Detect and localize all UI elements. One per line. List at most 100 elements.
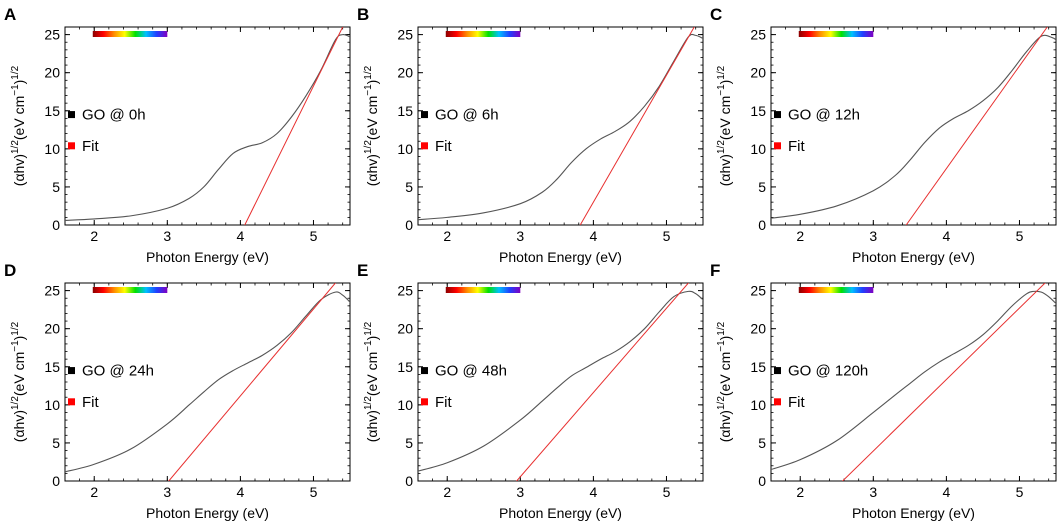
- y-axis-label-part: (αhv): [364, 154, 380, 186]
- y-axis-label-superscript: 1/2: [716, 321, 727, 335]
- plot-frame: [64, 282, 351, 482]
- plot-frame: [770, 282, 1057, 482]
- y-axis-label-part: ): [364, 80, 380, 85]
- spectrum-bar: [798, 31, 874, 37]
- x-tick-label: 2: [796, 484, 804, 500]
- x-tick-label: 3: [869, 228, 877, 244]
- y-tick-label: 25: [44, 27, 60, 43]
- data-series-line: [418, 33, 703, 221]
- x-tick-label: 5: [310, 228, 318, 244]
- legend-data-marker: [774, 111, 781, 119]
- y-tick-label: 20: [397, 65, 413, 81]
- y-axis-label-superscript: −1: [716, 84, 727, 96]
- plot-frame: [64, 26, 351, 226]
- x-tick-label: 5: [1016, 228, 1024, 244]
- panel-letter: E: [357, 261, 368, 280]
- spectrum-bar: [445, 287, 521, 293]
- x-tick-label: 2: [443, 228, 451, 244]
- spectrum-bar: [445, 31, 521, 37]
- legend-data-marker: [68, 111, 75, 119]
- fit-line: [168, 283, 336, 481]
- y-axis-label-superscript: 1/2: [363, 65, 374, 79]
- y-tick-label: 25: [750, 283, 766, 299]
- panel-letter: B: [357, 5, 369, 24]
- y-axis-label-part: (αhv): [717, 410, 733, 442]
- y-tick-label: 15: [397, 359, 413, 375]
- y-tick-label: 5: [52, 435, 60, 451]
- y-axis-label-superscript: 1/2: [10, 140, 21, 154]
- y-axis-label-superscript: 1/2: [10, 321, 21, 335]
- legend-data-label: GO @ 48h: [435, 363, 507, 380]
- x-tick-label: 4: [236, 228, 244, 244]
- x-axis-label: Photon Energy (eV): [852, 505, 975, 521]
- legend-data-label: GO @ 12h: [788, 107, 860, 124]
- legend-fit-marker: [774, 398, 781, 406]
- x-tick-label: 3: [869, 484, 877, 500]
- y-axis-label-superscript: −1: [716, 340, 727, 352]
- legend-data-marker: [421, 111, 428, 119]
- x-tick-label: 4: [942, 228, 950, 244]
- y-axis-label-part: (αhv): [11, 154, 27, 186]
- series-group: [418, 27, 703, 225]
- data-series-line: [65, 291, 350, 473]
- y-tick-label: 25: [750, 27, 766, 43]
- x-tick-label: 5: [663, 484, 671, 500]
- spectrum-bar: [92, 287, 168, 293]
- legend-fit-label: Fit: [82, 394, 99, 411]
- y-tick-label: 15: [44, 103, 60, 119]
- y-axis-label-superscript: −1: [363, 340, 374, 352]
- y-axis-label-superscript: 1/2: [716, 396, 727, 410]
- panel-letter: D: [4, 261, 16, 280]
- y-tick-label: 25: [397, 283, 413, 299]
- legend-fit-marker: [68, 398, 75, 406]
- plot-frame: [770, 26, 1057, 226]
- y-axis-label-part: (eV cm: [717, 352, 733, 396]
- series-group: [771, 27, 1056, 225]
- x-tick-label: 3: [516, 228, 524, 244]
- plot-frame: [417, 26, 704, 226]
- y-axis-label: (αhv)1/2(eV cm−1)1/2: [10, 65, 27, 186]
- data-series-line: [771, 34, 1056, 219]
- x-tick-label: 4: [589, 228, 597, 244]
- series-group: [418, 283, 703, 481]
- x-tick-label: 2: [796, 228, 804, 244]
- spectrum-bar: [92, 31, 168, 37]
- panel-letter: A: [4, 5, 16, 24]
- y-axis-label-superscript: −1: [10, 84, 21, 96]
- y-tick-label: 5: [405, 435, 413, 451]
- y-axis-label-superscript: 1/2: [363, 321, 374, 335]
- legend-fit-marker: [774, 142, 781, 150]
- y-axis-label-superscript: 1/2: [363, 396, 374, 410]
- y-axis-label-superscript: −1: [10, 340, 21, 352]
- y-tick-label: 0: [52, 217, 60, 233]
- x-axis-label: Photon Energy (eV): [499, 249, 622, 265]
- y-tick-label: 10: [397, 397, 413, 413]
- y-axis-label-superscript: 1/2: [716, 65, 727, 79]
- y-tick-label: 15: [750, 103, 766, 119]
- x-tick-label: 2: [443, 484, 451, 500]
- y-axis-label-part: ): [364, 336, 380, 341]
- plot-frame: [417, 282, 704, 482]
- spectrum-bar: [798, 287, 874, 293]
- legend-fit-marker: [421, 142, 428, 150]
- fit-line: [244, 27, 344, 225]
- y-axis-label: (αhv)1/2(eV cm−1)1/2: [716, 65, 733, 186]
- y-axis-label: (αhv)1/2(eV cm−1)1/2: [716, 321, 733, 442]
- x-tick-label: 3: [516, 484, 524, 500]
- y-axis-label-part: ): [11, 80, 27, 85]
- x-axis-label: Photon Energy (eV): [146, 505, 269, 521]
- legend-data-label: GO @ 120h: [788, 363, 868, 380]
- y-tick-label: 25: [44, 283, 60, 299]
- y-tick-label: 10: [44, 397, 60, 413]
- y-tick-label: 20: [750, 65, 766, 81]
- y-axis-label: (αhv)1/2(eV cm−1)1/2: [363, 321, 380, 442]
- y-tick-label: 10: [44, 141, 60, 157]
- legend-data-marker: [68, 367, 75, 375]
- legend-fit-label: Fit: [82, 138, 99, 155]
- y-axis-label-superscript: 1/2: [10, 65, 21, 79]
- legend-data-label: GO @ 24h: [82, 363, 154, 380]
